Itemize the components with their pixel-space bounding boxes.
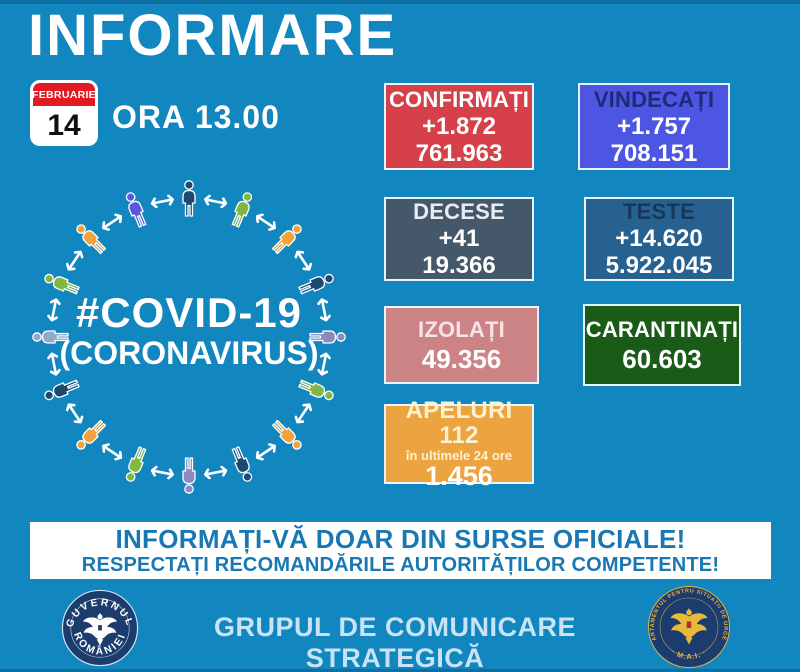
person-icon [39,371,84,410]
stat-box-apeluri-112: APELURI 112 în ultimele 24 ore 1.456 [384,398,534,490]
page-title: INFORMARE [28,3,398,68]
stat-box-vindecati: VINDECAȚI +1.757 708.151 [578,83,730,170]
person-icon [176,180,202,218]
double-arrow-icon [317,351,334,377]
stat-label: IZOLAȚI [418,317,505,342]
double-arrow-icon [203,465,229,482]
double-arrow-icon [98,442,124,464]
stat-box-teste: TESTE +14.620 5.922.045 [584,197,734,281]
person-icon [308,324,346,350]
stat-box-confirmati: CONFIRMAȚI +1.872 761.963 [384,83,534,170]
stat-label: CONFIRMAȚI [388,86,530,112]
double-arrow-icon [254,442,280,464]
double-arrow-icon [317,297,334,323]
double-arrow-icon [294,402,316,428]
official-sources-banner: INFORMAȚI-VĂ DOAR DIN SURSE OFICIALE! RE… [30,522,771,579]
calendar-day: 14 [47,108,81,142]
stat-total: 19.366 [422,252,496,279]
person-icon [69,217,114,262]
stat-total: 49.356 [421,344,502,374]
stat-label: CARANTINAȚI [585,317,739,342]
stat-sublabel: în ultimele 24 ore [405,448,513,463]
person-icon [223,442,262,487]
stat-total: 5.922.045 [605,252,713,279]
double-arrow-icon [44,297,61,323]
people-circle-diagram: #COVID-19 (CORONAVIRUS) [9,157,369,517]
person-icon [117,187,156,232]
person-icon [264,217,309,262]
double-arrow-icon [294,246,316,272]
person-icon [32,324,70,350]
stat-box-carantinati: CARANTINAȚI 60.603 [583,304,741,386]
svg-text:· M.A.I. ·: · M.A.I. · [670,647,709,661]
circle-center-text: #COVID-19 (CORONAVIRUS) [9,289,369,372]
top-edge-strip [0,0,800,4]
stat-label: TESTE [623,199,695,224]
calendar-month: FEBRUARIE [33,83,95,106]
right-logo-bottom-text: · M.A.I. · [670,647,708,661]
double-arrow-icon [61,246,84,272]
coronavirus-subtitle: (CORONAVIRUS) [59,335,319,371]
double-arrow-icon [254,209,280,232]
footer-title: GRUPUL DE COMUNICARE STRATEGICĂ [213,612,576,672]
stat-total: 1.456 [425,461,493,491]
person-icon [294,265,339,304]
stat-delta: +41 [438,225,480,252]
person-icon [69,412,114,457]
guvernul-romaniei-logo: GUVERNUL ROMÂNIEI [61,589,139,667]
double-arrow-icon [149,465,175,482]
person-icon [117,442,156,487]
stat-delta: +1.757 [616,112,692,140]
person-icon [39,265,84,304]
stat-box-izolati: IZOLAȚI 49.356 [384,306,539,384]
double-arrow-icon [203,192,229,209]
stat-label: DECESE [413,199,505,224]
person-icon [223,187,262,232]
stat-total: 708.151 [610,139,698,167]
covid-hashtag: #COVID-19 [75,289,303,336]
double-arrow-icon [98,209,124,232]
banner-line1: INFORMAȚI-VĂ DOAR DIN SURSE OFICIALE! [115,523,686,554]
stat-delta: +1.872 [421,112,497,140]
stat-total: 60.603 [622,344,702,374]
banner-line2: RESPECTAȚI RECOMANDĂRILE AUTORITĂȚILOR C… [81,553,720,576]
double-arrow-icon [61,402,84,428]
stat-box-decese: DECESE +41 19.366 [384,197,534,281]
double-arrow-icon [149,192,175,209]
person-icon [294,371,339,410]
bottom-edge-strip [0,669,800,672]
stat-delta: +14.620 [615,225,703,252]
double-arrow-icon [44,351,61,377]
person-icon [264,412,309,457]
person-icon [176,456,202,494]
stat-label: APELURI 112 [405,397,513,449]
dsu-mai-logo: DEPARTAMENTUL PENTRU SITUAȚII DE URGENȚĂ… [647,585,730,668]
time-label: ORA 13.00 [112,99,280,135]
calendar-icon: FEBRUARIE 14 [30,80,98,146]
stat-label: VINDECAȚI [593,86,715,112]
stat-total: 761.963 [415,139,503,167]
